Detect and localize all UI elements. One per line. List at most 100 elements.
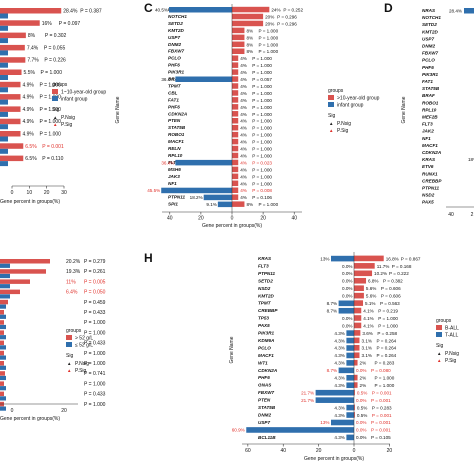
h-blue-label: 21.7% [301, 398, 314, 403]
g-bar-blue [0, 335, 6, 340]
h-red-label: 2% [360, 383, 367, 388]
c-x-tick-label: 40 [167, 216, 173, 222]
b-bar-red [0, 118, 21, 125]
c-gene-label: KMT2D [168, 28, 185, 33]
c-gene-label: CBL [168, 90, 178, 95]
g-legend-sig-marker-2: ▲ [67, 368, 71, 373]
h-blue-label: 0.0% [342, 316, 352, 321]
h-bar-red [354, 345, 360, 351]
c-gene-label: MACF1 [168, 139, 184, 144]
h-legend-swatch-1 [436, 325, 442, 330]
c-gene-label: FBXW7 [168, 49, 185, 54]
h-pvalue: P = 0.264 [376, 353, 396, 358]
b-pct-label: 4.9% [22, 132, 34, 138]
h-pvalue: P = 1.000 [378, 323, 398, 328]
b-bar-blue [0, 50, 8, 56]
c-bar-red [232, 41, 245, 48]
h-blue-label: 0.0% [342, 294, 352, 299]
g-pvalue: P = 1.000 [84, 381, 106, 387]
h-blue-label: 4.3% [334, 405, 344, 410]
h-gene-label: TPMT [258, 301, 272, 306]
g-bar-blue [0, 375, 6, 381]
c-pvalue: P = 1.000 [258, 35, 278, 40]
c-pvalue: P = 1.000 [258, 42, 278, 47]
b-x-tick-label: 30 [61, 190, 67, 196]
g-legend-swatch-1 [66, 335, 72, 340]
c-red-label: 4% [240, 77, 247, 82]
h-pvalue: P = 0.867 [401, 256, 421, 261]
b-pvalue: P = 0.387 [80, 9, 102, 15]
c-bar-blue [217, 201, 232, 208]
h-red-label: 0.0% [356, 398, 366, 403]
b-bar-red [0, 8, 62, 14]
c-red-label: 4% [240, 133, 247, 138]
c-bar-red [232, 194, 239, 200]
g-pvalue: P = 0.279 [84, 259, 106, 265]
b-bar-red [0, 143, 24, 149]
c-pvalue: P = 0.296 [277, 14, 297, 19]
h-x-tick-label: 20 [387, 448, 393, 454]
g-pvalue: P = 0.741 [84, 371, 106, 377]
h-bar-blue [331, 419, 354, 426]
d-gene-label: BRAF [422, 93, 435, 98]
c-red-label: 4% [240, 140, 247, 145]
h-gene-label: PHF6 [258, 375, 270, 380]
c-gene-label: ROBO1 [168, 132, 185, 137]
d-gene-label: DNM2 [422, 44, 435, 49]
h-bar-red [354, 337, 360, 344]
h-blue-label: 0.0% [342, 264, 352, 269]
b-pct-label: 4.9% [22, 82, 34, 88]
h-pvalue: P = 1.000 [375, 383, 395, 388]
c-blue-label: 40.5% [155, 8, 168, 13]
h-pvalue: P = 0.283 [372, 405, 392, 410]
b-bar-blue [0, 75, 8, 80]
c-blue-label: 18.2% [190, 195, 203, 200]
c-bar-red [232, 138, 239, 145]
h-gene-label: KRAS [258, 256, 272, 261]
h-pvalue: P = 0.283 [375, 361, 395, 366]
h-bar-blue [346, 352, 354, 359]
c-red-label: 8% [246, 202, 253, 207]
c-red-label: 4% [240, 195, 247, 200]
c-bar-red [232, 166, 239, 173]
g-pvalue: P = 0.433 [84, 392, 106, 398]
h-pvalue: P = 0.258 [377, 331, 397, 336]
c-bar-red [232, 152, 239, 159]
g-bar-red [0, 269, 46, 274]
b-x-tick-label: 20 [44, 190, 50, 196]
g-legend-sig-title: Sig [66, 353, 73, 359]
g-pvalue: P = 0.005 [84, 279, 106, 285]
c-red-label: 4% [240, 181, 247, 186]
c-gene-label: STAT5B [168, 125, 186, 130]
h-pvalue: P = 0.001 [372, 390, 392, 395]
c-red-label: 4% [240, 84, 247, 89]
g-pct-label: 19.3% [66, 269, 81, 275]
h-pvalue: P = 0.001 [371, 420, 391, 425]
h-blue-label: 4.3% [334, 338, 344, 343]
b-pct-label: 7.4% [27, 45, 39, 51]
c-bar-red [232, 97, 239, 103]
g-x-tick-label: 0 [11, 408, 14, 414]
b-bar-blue [0, 13, 8, 19]
c-red-label: 4% [240, 105, 247, 110]
c-bar-red [232, 104, 239, 110]
h-gene-label: PTPN11 [258, 271, 275, 276]
h-pvalue: P = 0.563 [380, 301, 400, 306]
g-bar-red [0, 259, 50, 264]
b-pvalue: P = 1.000 [39, 82, 61, 88]
g-bar-red [0, 310, 4, 315]
b-bar-red [0, 131, 21, 137]
h-gene-label: PTEN [258, 398, 271, 403]
h-x-tick-label: 40 [280, 448, 286, 454]
c-gene-label: USP7 [168, 35, 180, 40]
h-red-label: 2% [360, 376, 367, 381]
h-gene-label: KMT2D [258, 293, 275, 298]
h-x-tick-label: 20 [316, 448, 322, 454]
h-pvalue: P = 0.168 [392, 264, 412, 269]
c-bar-red [232, 111, 239, 117]
h-pvalue: P = 0.264 [376, 346, 396, 351]
h-blue-label: 4.3% [334, 331, 344, 336]
g-legend-sig-marker-1: ▲ [67, 361, 71, 366]
c-bar-red [232, 69, 239, 75]
